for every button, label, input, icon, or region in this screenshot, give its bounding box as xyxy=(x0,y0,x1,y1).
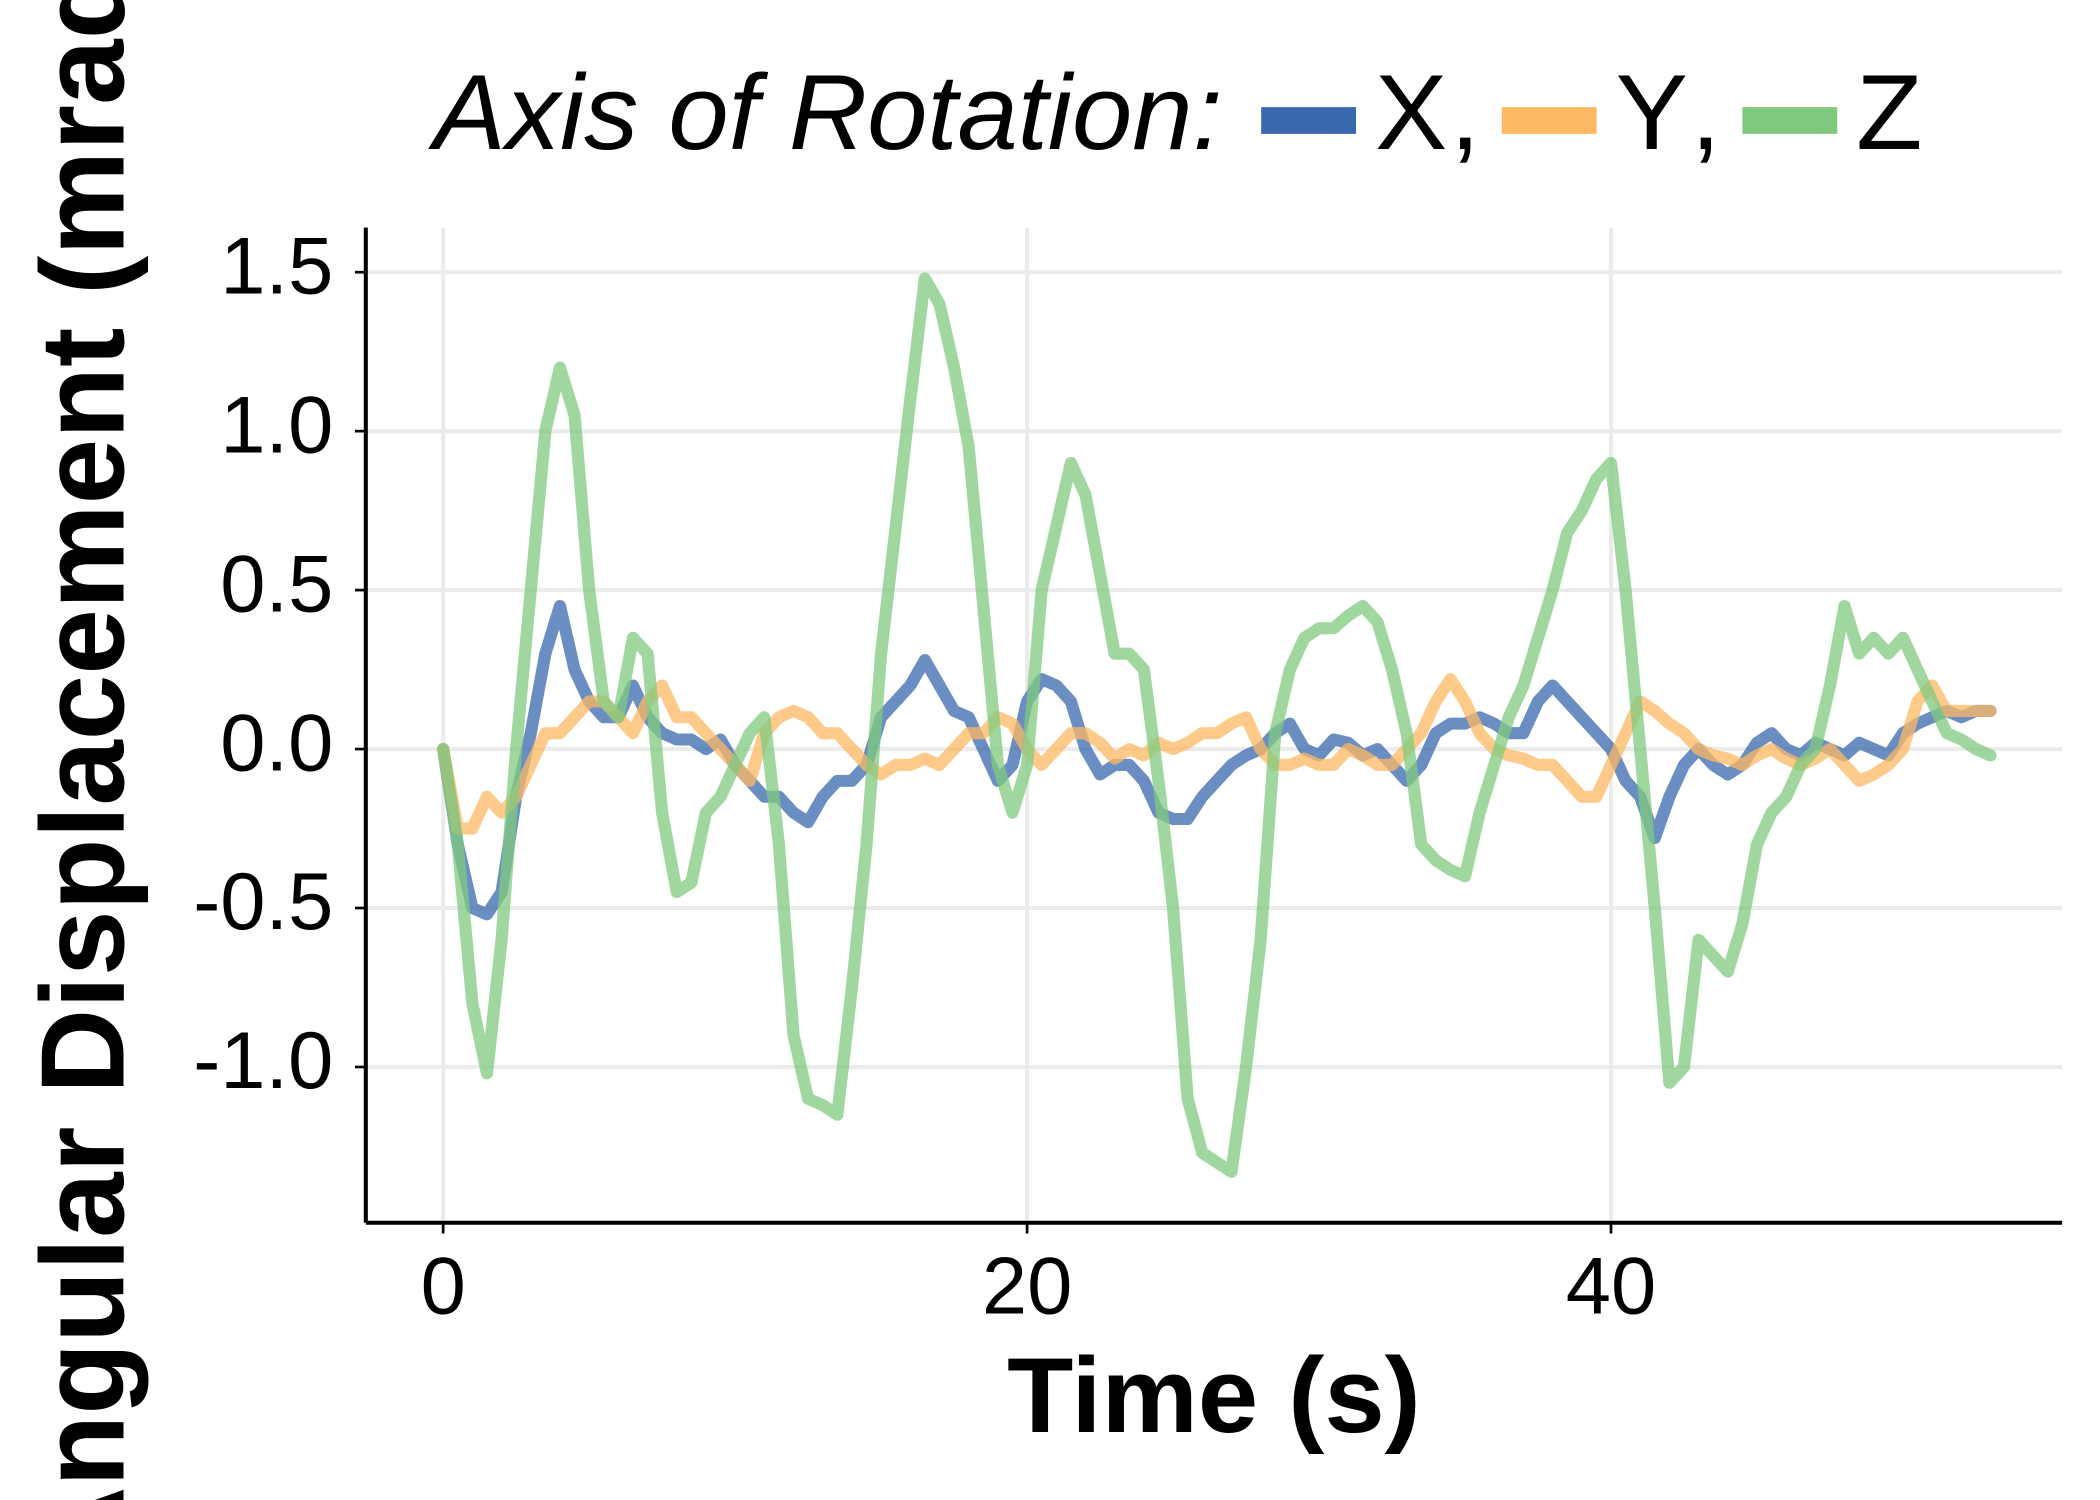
x-tick-label: 0 xyxy=(421,1242,466,1331)
series-line xyxy=(437,599,1997,921)
y-tick-label: 0.0 xyxy=(220,699,333,788)
grid xyxy=(365,227,2063,1223)
x-tick-label: 20 xyxy=(982,1242,1072,1331)
legend-label: Z xyxy=(1856,51,1922,171)
x-axis-label: Time (s) xyxy=(1007,1334,1421,1454)
y-tick-label: -1.0 xyxy=(193,1017,333,1106)
legend-label: Y xyxy=(1616,51,1688,171)
y-tick-label: 1.5 xyxy=(220,222,333,311)
axes: -1.0 -0.5 0.0 0.5 1.0 1.5 0 20 40 xyxy=(193,222,2063,1332)
series-line xyxy=(437,673,1997,835)
y-tick-label: 0.5 xyxy=(220,540,333,629)
lines xyxy=(437,272,1997,1178)
y-tick-label: -0.5 xyxy=(193,858,333,947)
legend-label: X xyxy=(1375,51,1447,171)
y-axis-label: Angular Displacement (mrad) xyxy=(17,0,150,1500)
legend-separator: , xyxy=(1691,51,1721,171)
y-tick-label: 1.0 xyxy=(220,381,333,470)
series-line xyxy=(437,272,1997,1178)
legend-title: Axis of Rotation: xyxy=(428,51,1223,171)
legend: Axis of Rotation: X, Y, Z xyxy=(428,51,1923,171)
x-tick-label: 40 xyxy=(1566,1242,1656,1331)
legend-separator: , xyxy=(1450,51,1480,171)
